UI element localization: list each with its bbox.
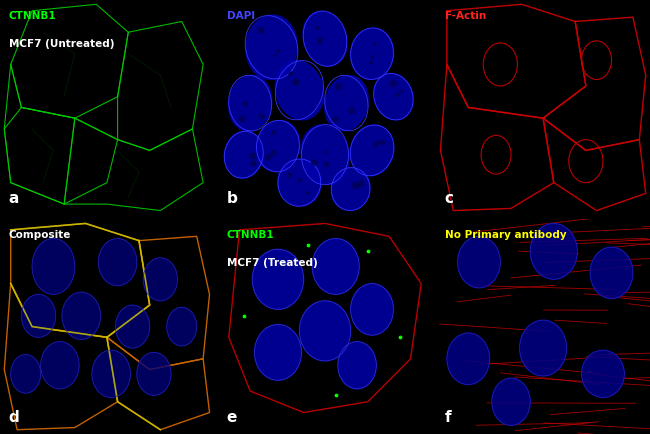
- Ellipse shape: [399, 90, 402, 92]
- Ellipse shape: [62, 292, 101, 339]
- Ellipse shape: [224, 131, 263, 178]
- Ellipse shape: [447, 333, 489, 385]
- Ellipse shape: [390, 80, 396, 86]
- Ellipse shape: [350, 125, 394, 176]
- Ellipse shape: [10, 355, 40, 393]
- Ellipse shape: [336, 84, 341, 89]
- Ellipse shape: [333, 117, 338, 122]
- Ellipse shape: [371, 56, 374, 58]
- Point: [330, 392, 341, 399]
- Text: d: d: [8, 411, 20, 425]
- Ellipse shape: [324, 162, 329, 167]
- Ellipse shape: [41, 342, 79, 389]
- Ellipse shape: [519, 320, 567, 376]
- Ellipse shape: [98, 239, 137, 286]
- Ellipse shape: [396, 94, 399, 96]
- Ellipse shape: [254, 325, 302, 380]
- Ellipse shape: [32, 239, 75, 294]
- Ellipse shape: [324, 151, 327, 153]
- Ellipse shape: [349, 108, 354, 114]
- Ellipse shape: [258, 27, 264, 33]
- Ellipse shape: [352, 182, 359, 189]
- Ellipse shape: [116, 305, 150, 348]
- Ellipse shape: [301, 125, 349, 184]
- Point: [395, 334, 405, 341]
- Ellipse shape: [143, 258, 177, 301]
- Ellipse shape: [293, 80, 298, 85]
- Ellipse shape: [251, 162, 254, 165]
- Ellipse shape: [289, 72, 292, 76]
- Ellipse shape: [266, 155, 270, 160]
- Text: c: c: [445, 191, 454, 206]
- Text: a: a: [8, 191, 19, 206]
- Ellipse shape: [590, 247, 633, 299]
- Ellipse shape: [239, 116, 245, 122]
- Ellipse shape: [492, 378, 530, 425]
- Text: DAPI: DAPI: [227, 11, 255, 21]
- Ellipse shape: [316, 26, 319, 30]
- Ellipse shape: [350, 283, 393, 335]
- Point: [239, 312, 249, 319]
- Ellipse shape: [338, 342, 376, 389]
- Text: CTNNB1: CTNNB1: [8, 11, 56, 21]
- Ellipse shape: [359, 181, 363, 185]
- Ellipse shape: [271, 151, 276, 156]
- Ellipse shape: [293, 79, 299, 85]
- Ellipse shape: [259, 114, 264, 119]
- Ellipse shape: [306, 192, 309, 194]
- Text: f: f: [445, 411, 451, 425]
- Ellipse shape: [582, 350, 625, 398]
- Ellipse shape: [250, 153, 255, 158]
- Ellipse shape: [246, 15, 297, 79]
- Ellipse shape: [458, 237, 500, 288]
- Ellipse shape: [374, 73, 413, 120]
- Ellipse shape: [137, 352, 171, 395]
- Ellipse shape: [350, 28, 393, 79]
- Ellipse shape: [318, 41, 321, 44]
- Ellipse shape: [274, 54, 276, 56]
- Ellipse shape: [369, 61, 372, 64]
- Ellipse shape: [243, 102, 248, 106]
- Ellipse shape: [332, 168, 370, 210]
- Ellipse shape: [272, 131, 276, 135]
- Text: MCF7 (Treated): MCF7 (Treated): [227, 258, 317, 268]
- Text: F-Actin: F-Actin: [445, 11, 486, 21]
- Ellipse shape: [278, 49, 280, 53]
- Ellipse shape: [373, 142, 378, 147]
- Text: Composite: Composite: [8, 230, 71, 240]
- Text: No Primary antibody: No Primary antibody: [445, 230, 566, 240]
- Ellipse shape: [256, 121, 300, 171]
- Ellipse shape: [92, 350, 131, 398]
- Ellipse shape: [252, 161, 256, 166]
- Ellipse shape: [298, 179, 301, 182]
- Text: b: b: [227, 191, 237, 206]
- Ellipse shape: [229, 76, 272, 131]
- Ellipse shape: [287, 173, 291, 177]
- Ellipse shape: [300, 301, 350, 361]
- Ellipse shape: [252, 249, 304, 309]
- Ellipse shape: [275, 61, 324, 120]
- Ellipse shape: [530, 224, 577, 279]
- Ellipse shape: [324, 76, 368, 131]
- Ellipse shape: [380, 141, 384, 145]
- Text: e: e: [227, 411, 237, 425]
- Ellipse shape: [167, 307, 197, 346]
- Ellipse shape: [303, 11, 347, 66]
- Point: [303, 241, 313, 248]
- Point: [363, 248, 373, 255]
- Ellipse shape: [378, 141, 380, 143]
- Ellipse shape: [278, 159, 321, 206]
- Ellipse shape: [312, 239, 359, 294]
- Ellipse shape: [311, 160, 317, 165]
- Ellipse shape: [374, 42, 376, 45]
- Ellipse shape: [21, 294, 56, 337]
- Text: CTNNB1: CTNNB1: [227, 230, 274, 240]
- Ellipse shape: [359, 182, 363, 187]
- Text: MCF7 (Untreated): MCF7 (Untreated): [8, 39, 114, 49]
- Ellipse shape: [318, 37, 322, 42]
